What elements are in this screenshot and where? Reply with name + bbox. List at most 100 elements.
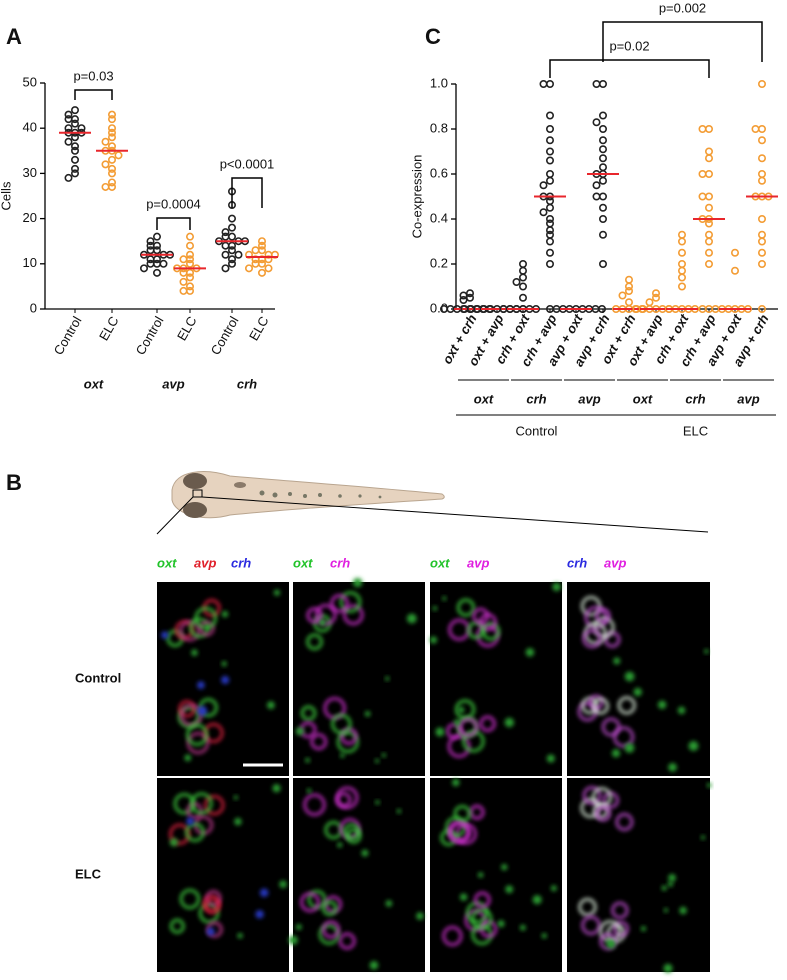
data-point xyxy=(645,298,654,307)
speck xyxy=(169,838,179,847)
cell xyxy=(338,932,356,950)
data-point xyxy=(598,176,607,185)
data-point xyxy=(698,125,707,134)
cell xyxy=(595,805,612,822)
channel-label: avp xyxy=(467,555,489,570)
speck xyxy=(221,610,229,618)
significance-bracket xyxy=(156,217,191,230)
cell xyxy=(582,629,602,649)
data-point xyxy=(545,304,554,313)
data-point xyxy=(245,264,254,273)
data-point xyxy=(757,80,766,89)
speck xyxy=(385,676,390,681)
group-label: oxt xyxy=(474,391,494,406)
fish-illustration xyxy=(156,471,709,535)
data-point xyxy=(757,154,766,163)
data-point xyxy=(108,133,117,142)
speck xyxy=(661,885,667,891)
data-point xyxy=(146,241,155,250)
data-point xyxy=(651,293,660,302)
group-label: avp xyxy=(578,391,600,406)
speck xyxy=(501,864,508,871)
speck xyxy=(288,935,298,945)
speck xyxy=(525,648,535,657)
data-point xyxy=(677,273,686,282)
data-point xyxy=(545,147,554,156)
data-point xyxy=(545,259,554,268)
data-point xyxy=(518,273,527,282)
cell xyxy=(321,900,338,916)
data-point xyxy=(757,237,766,246)
data-point xyxy=(64,124,73,133)
cell xyxy=(186,723,209,746)
speck xyxy=(453,719,460,726)
data-point xyxy=(71,146,80,155)
data-point xyxy=(757,259,766,268)
data-point xyxy=(465,293,474,302)
data-point xyxy=(179,277,188,286)
cell xyxy=(458,717,479,737)
data-point xyxy=(108,178,117,187)
data-point xyxy=(545,111,554,120)
data-point xyxy=(704,237,713,246)
speck xyxy=(361,849,369,857)
p-value: p=0.002 xyxy=(659,0,706,15)
data-point xyxy=(598,215,607,224)
cell xyxy=(185,822,205,842)
speck xyxy=(234,817,242,826)
data-point xyxy=(624,298,633,307)
speck xyxy=(206,927,215,936)
data-point xyxy=(598,80,607,89)
supergroup-label: Control xyxy=(516,423,558,438)
speck xyxy=(679,906,687,915)
cell xyxy=(588,694,604,710)
channel-label: crh xyxy=(330,555,350,570)
group-label: avp xyxy=(162,376,184,391)
data-point xyxy=(545,203,554,212)
speck xyxy=(259,888,269,898)
speck xyxy=(457,706,465,714)
cell xyxy=(194,606,217,630)
data-point xyxy=(108,155,117,164)
data-point xyxy=(545,248,554,257)
data-point xyxy=(153,246,162,255)
y-tick-label: 0.2 xyxy=(430,255,448,270)
data-point xyxy=(598,136,607,145)
data-point xyxy=(257,259,266,268)
x-tick-label: Control xyxy=(208,314,242,358)
speck xyxy=(459,893,468,901)
data-point xyxy=(545,226,554,235)
channel-label: avp xyxy=(604,555,626,570)
speck xyxy=(633,687,642,697)
data-point xyxy=(228,214,237,223)
data-point xyxy=(757,248,766,257)
data-point xyxy=(146,237,155,246)
data-point xyxy=(545,176,554,185)
cell xyxy=(190,792,213,815)
data-point xyxy=(234,250,243,259)
speck xyxy=(640,926,647,932)
channel-label: oxt xyxy=(430,555,450,570)
p-value: p=0.02 xyxy=(609,38,649,53)
speck xyxy=(197,706,208,716)
data-point xyxy=(221,250,230,259)
cell xyxy=(300,705,317,721)
speck xyxy=(267,701,275,710)
data-point xyxy=(598,111,607,120)
data-point xyxy=(186,259,195,268)
x-tick-label: ELC xyxy=(174,314,200,343)
x-tick-label: Control xyxy=(51,314,85,358)
panel-label: C xyxy=(425,24,441,49)
channel-label: crh xyxy=(231,555,251,570)
data-point xyxy=(264,264,273,273)
data-point xyxy=(545,219,554,228)
y-tick-label: 0.4 xyxy=(430,210,448,225)
data-point xyxy=(108,115,117,124)
data-point xyxy=(186,273,195,282)
data-point xyxy=(512,277,521,286)
speck xyxy=(369,960,379,970)
data-point xyxy=(71,169,80,178)
data-point xyxy=(598,163,607,172)
data-point xyxy=(592,192,601,201)
data-point xyxy=(518,282,527,291)
